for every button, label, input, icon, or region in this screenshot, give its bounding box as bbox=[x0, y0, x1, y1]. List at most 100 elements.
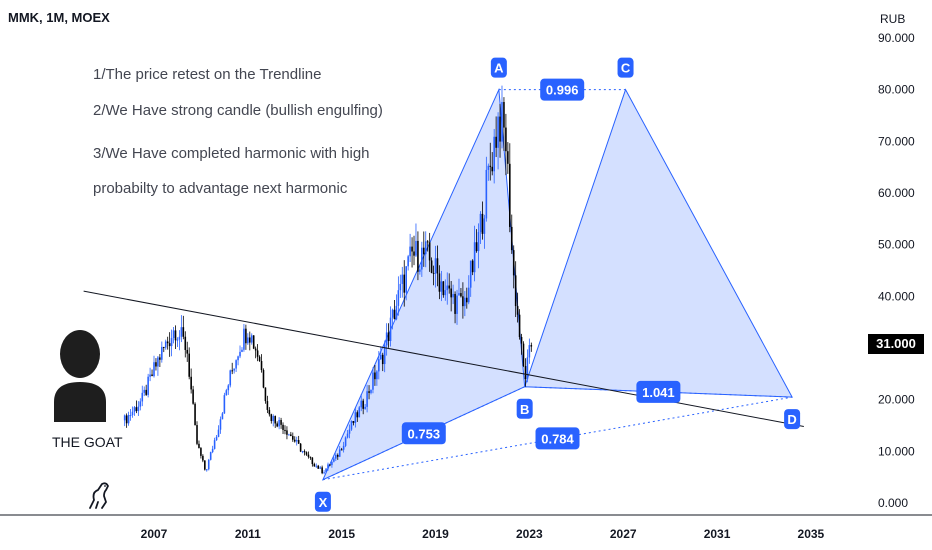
candle-body bbox=[491, 166, 494, 172]
candle-body bbox=[376, 371, 378, 380]
x-tick-label: 2027 bbox=[610, 527, 637, 541]
candle-body bbox=[407, 256, 409, 267]
candle-body bbox=[190, 376, 192, 390]
candle-body bbox=[469, 260, 472, 288]
candle-body bbox=[159, 357, 161, 360]
candle-body bbox=[520, 336, 523, 344]
candle-body bbox=[268, 409, 271, 415]
candle-body bbox=[364, 406, 366, 409]
candle-body bbox=[346, 433, 349, 438]
candle-body bbox=[424, 241, 427, 255]
candle-body bbox=[241, 349, 243, 352]
candle-body bbox=[450, 288, 452, 298]
candle-body bbox=[149, 374, 151, 377]
candle-body bbox=[348, 429, 351, 434]
candle-body bbox=[514, 275, 517, 307]
note-line-2: 2/We Have strong candle (bullish engulfi… bbox=[93, 102, 383, 119]
candle-body bbox=[516, 306, 519, 315]
y-tick-label: 0.000 bbox=[878, 496, 908, 510]
ratio-label: 0.753 bbox=[408, 426, 441, 441]
candle-body bbox=[123, 415, 126, 421]
candle-body bbox=[399, 283, 402, 291]
candle-body bbox=[248, 337, 251, 343]
candle-body bbox=[471, 260, 474, 273]
candle-body bbox=[274, 416, 277, 424]
note-line-4: probabilty to advantage next harmonic bbox=[93, 180, 348, 197]
symbol-title[interactable]: MMK, 1M, MOEX bbox=[8, 10, 110, 25]
candle-body bbox=[143, 389, 146, 393]
candle-body bbox=[286, 430, 288, 435]
candle-body bbox=[475, 242, 478, 252]
author-label: THE GOAT bbox=[52, 434, 123, 450]
harmonic-point-c: C bbox=[617, 57, 634, 78]
candle-body bbox=[452, 293, 454, 298]
candle-body bbox=[250, 335, 253, 343]
candle-body bbox=[311, 457, 314, 465]
candle-body bbox=[379, 354, 382, 360]
candle-body bbox=[497, 116, 499, 148]
candle-body bbox=[473, 242, 476, 273]
ratio-badge-x-b: 0.753 bbox=[401, 422, 446, 445]
candle-body bbox=[313, 464, 316, 467]
candle-body bbox=[321, 467, 323, 474]
candle-body bbox=[356, 412, 359, 418]
candle-body bbox=[317, 465, 320, 469]
candle-body bbox=[307, 454, 310, 457]
ratio-badge-box bbox=[636, 380, 681, 403]
candle-body bbox=[378, 359, 380, 372]
candle-body bbox=[370, 389, 372, 393]
candle-body bbox=[381, 354, 384, 365]
candle-body bbox=[139, 401, 142, 407]
candle-body bbox=[417, 240, 419, 272]
candle-body bbox=[264, 387, 267, 402]
candle-body bbox=[507, 151, 509, 164]
candle-body bbox=[209, 452, 212, 460]
candle-body bbox=[436, 258, 439, 274]
candle-body bbox=[145, 389, 147, 395]
dinosaur-icon bbox=[89, 482, 109, 509]
candle-body bbox=[141, 392, 144, 402]
ratio-label: 0.784 bbox=[541, 431, 574, 446]
candle-body bbox=[485, 169, 488, 219]
candle-body bbox=[178, 336, 181, 340]
candle-body bbox=[430, 260, 433, 273]
candle-body bbox=[157, 357, 159, 367]
candle-body bbox=[282, 424, 284, 430]
candle-body bbox=[358, 407, 361, 418]
candle-body bbox=[411, 246, 413, 252]
candle-body bbox=[350, 420, 353, 430]
candle-body bbox=[229, 370, 232, 386]
candle-body bbox=[147, 376, 149, 395]
candle-body bbox=[127, 415, 130, 424]
candle-body bbox=[362, 400, 364, 409]
candle-body bbox=[403, 274, 406, 293]
candle-body bbox=[192, 389, 194, 404]
candle-body bbox=[215, 436, 218, 441]
candle-body bbox=[252, 335, 255, 349]
candle-body bbox=[446, 285, 449, 291]
candle-body bbox=[170, 337, 173, 347]
y-tick-label: 20.000 bbox=[878, 393, 915, 407]
x-tick-label: 2015 bbox=[328, 527, 355, 541]
candle-body bbox=[129, 415, 132, 417]
candle-body bbox=[155, 362, 157, 367]
ratio-badge-box bbox=[540, 78, 585, 101]
candle-body bbox=[172, 330, 175, 338]
candle-body bbox=[448, 285, 451, 289]
candle-body bbox=[524, 366, 527, 380]
candle-body bbox=[338, 449, 341, 457]
candle-body bbox=[204, 460, 206, 470]
candle-body bbox=[374, 372, 376, 380]
candle-body bbox=[344, 437, 347, 446]
y-tick-label: 80.000 bbox=[878, 83, 915, 97]
point-label: B bbox=[520, 402, 529, 417]
candle-body bbox=[323, 472, 325, 474]
candle-body bbox=[409, 246, 411, 257]
candle-body bbox=[292, 435, 294, 440]
candle-body bbox=[168, 343, 171, 347]
candle-body bbox=[174, 330, 177, 341]
candle-body bbox=[467, 287, 470, 303]
y-tick-label: 70.000 bbox=[878, 134, 915, 148]
candle-body bbox=[280, 419, 282, 425]
